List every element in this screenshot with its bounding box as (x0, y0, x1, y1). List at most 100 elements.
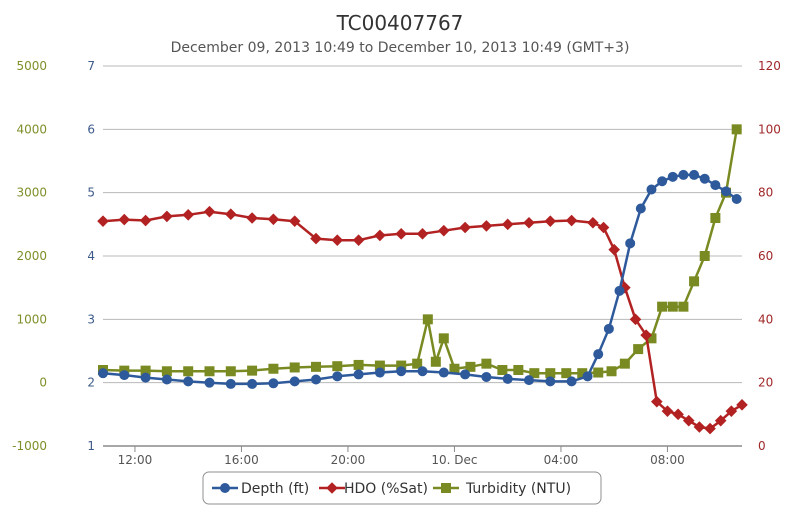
legend-item-turbidity-ntu[interactable]: Turbidity (NTU) (433, 481, 571, 497)
diamond-point-hdo-sat (438, 224, 450, 237)
square-point-turbidity-ntu (689, 276, 700, 287)
circle-point-depth-ft (438, 367, 449, 378)
legend-label-hdo-sat: HDO (%Sat) (344, 481, 428, 497)
circle-point-depth-ft (635, 203, 646, 214)
square-point-turbidity-ntu (619, 358, 630, 369)
circle-point-depth-ft (582, 371, 593, 382)
circle-point-depth-ft (289, 376, 300, 387)
square-point-turbidity-ntu (353, 359, 364, 370)
circle-point-depth-ft (268, 378, 279, 389)
diamond-point-hdo-sat (203, 205, 216, 218)
diamond-point-hdo-sat (331, 234, 344, 246)
diamond-point-hdo-sat (374, 229, 386, 242)
diamond-point-hdo-sat (480, 220, 493, 232)
square-point-turbidity-ntu (678, 301, 689, 312)
circle-point-depth-ft (721, 186, 732, 197)
series-plot (97, 124, 748, 435)
circle-point-depth-ft (710, 180, 721, 191)
diamond-point-hdo-sat (310, 232, 322, 245)
square-point-turbidity-ntu (545, 368, 556, 379)
circle-point-depth-ft (657, 176, 668, 187)
diamond-point-hdo-sat (225, 208, 237, 220)
circle-point-depth-ft (614, 285, 625, 296)
circle-point-depth-ft (731, 194, 742, 204)
circle-point-depth-ft (646, 184, 657, 195)
legend-marker-square (441, 483, 451, 493)
depth-axis-tick-label: 1 (87, 439, 95, 453)
diamond-point-hdo-sat (352, 234, 365, 246)
hdo-axis-tick-label: 0 (758, 439, 766, 453)
circle-point-depth-ft (593, 349, 604, 360)
diamond-point-hdo-sat (682, 414, 695, 427)
circle-point-depth-ft (374, 367, 385, 378)
diamond-point-hdo-sat (416, 228, 429, 240)
hdo-axis-tick-label: 20 (758, 376, 773, 390)
legend-marker-circle (220, 483, 230, 493)
legend-label-turbidity-ntu: Turbidity (NTU) (465, 481, 571, 497)
circle-point-depth-ft (140, 372, 151, 383)
circle-point-depth-ft (502, 373, 513, 384)
legend-item-depth-ft[interactable]: Depth (ft) (212, 481, 309, 497)
diamond-point-hdo-sat (640, 329, 652, 341)
series-depth-ft (98, 169, 742, 389)
square-point-turbidity-ntu (140, 365, 151, 376)
square-point-turbidity-ntu (332, 361, 343, 372)
diamond-point-hdo-sat (139, 214, 152, 227)
diamond-point-hdo-sat (704, 422, 716, 435)
diamond-point-hdo-sat (395, 228, 407, 240)
square-point-turbidity-ntu (430, 356, 441, 367)
legend-label-depth-ft: Depth (ft) (241, 481, 309, 497)
square-point-turbidity-ntu (396, 360, 407, 371)
square-point-turbidity-ntu (710, 213, 721, 223)
circle-point-depth-ft (689, 169, 700, 180)
diamond-point-hdo-sat (523, 216, 535, 229)
square-point-turbidity-ntu (268, 363, 279, 374)
circle-point-depth-ft (481, 371, 492, 382)
square-point-turbidity-ntu (593, 367, 604, 378)
depth-axis-tick-label: 3 (87, 312, 95, 326)
square-point-turbidity-ntu (449, 363, 460, 374)
square-point-turbidity-ntu (497, 365, 508, 375)
circle-point-depth-ft (332, 371, 343, 382)
circle-point-depth-ft (119, 370, 130, 381)
x-axis-tick-label: 08:00 (650, 453, 685, 467)
square-point-turbidity-ntu (513, 365, 524, 375)
square-point-turbidity-ntu (183, 366, 194, 377)
square-point-turbidity-ntu (667, 301, 678, 312)
diamond-point-hdo-sat (597, 221, 610, 234)
square-point-turbidity-ntu (561, 368, 572, 379)
circle-point-depth-ft (311, 374, 321, 385)
gridlines (103, 65, 742, 447)
depth-axis-tick-label: 4 (87, 249, 95, 263)
x-axis-tick-label: 20:00 (331, 453, 366, 467)
circle-point-depth-ft (183, 376, 194, 387)
circle-point-depth-ft (353, 369, 364, 380)
square-point-turbidity-ntu (311, 361, 321, 372)
circle-point-depth-ft (545, 376, 556, 387)
square-point-turbidity-ntu (465, 361, 476, 372)
chart-subtitle: December 09, 2013 10:49 to December 10, … (171, 40, 630, 56)
diamond-point-hdo-sat (651, 395, 663, 408)
diamond-point-hdo-sat (118, 213, 131, 226)
legend-box (202, 471, 602, 505)
square-point-turbidity-ntu (529, 368, 540, 379)
diamond-point-hdo-sat (693, 421, 706, 433)
hdo-axis-tick-label: 100 (758, 122, 781, 136)
square-point-turbidity-ntu (606, 366, 617, 377)
turbidity-axis-tick-label: 4000 (16, 122, 47, 136)
x-axis-tick-label: 04:00 (544, 453, 579, 467)
square-point-turbidity-ntu (204, 366, 215, 377)
series-hdo-sat (97, 205, 748, 435)
hdo-axis-tick-label: 120 (758, 59, 781, 73)
diamond-point-hdo-sat (661, 405, 674, 417)
legend[interactable]: Depth (ft) HDO (%Sat) Turbidity (NTU) (202, 471, 602, 505)
legend-item-hdo-sat[interactable]: HDO (%Sat) (319, 481, 428, 497)
circle-point-depth-ft (396, 366, 407, 377)
diamond-point-hdo-sat (608, 243, 620, 256)
circle-point-depth-ft (603, 323, 614, 334)
legend-marker-diamond (326, 482, 338, 494)
diamond-point-hdo-sat (629, 313, 642, 326)
axes: 5000 4000 3000 2000 1000 0 -1000 7 6 5 4 3 2 1 120 100 8… (12, 59, 781, 467)
